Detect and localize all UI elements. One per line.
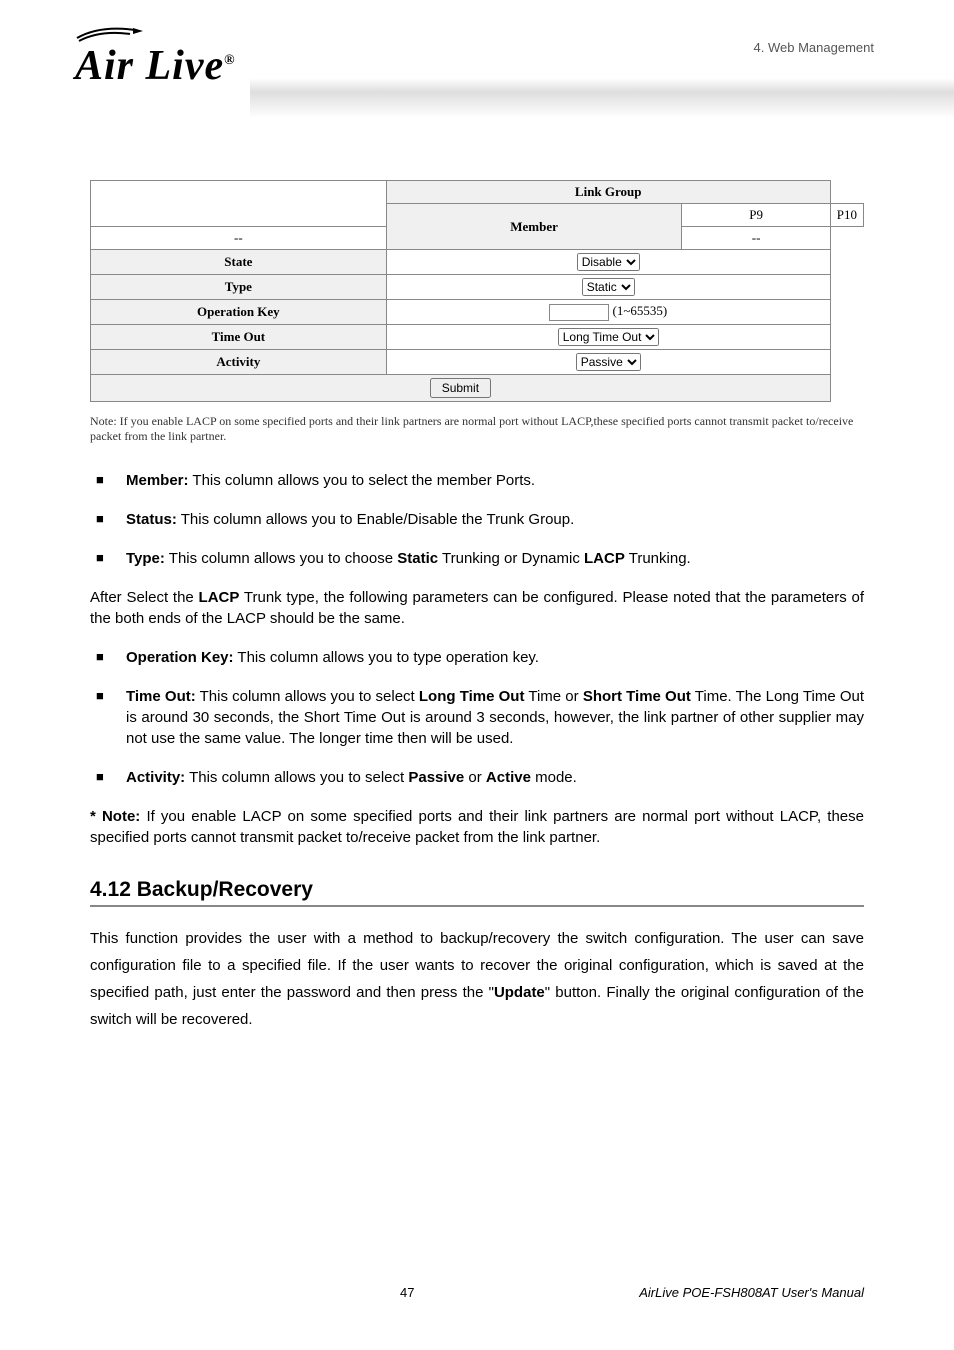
timeout-label: Time Out	[91, 324, 387, 349]
timeout-bullet: Time Out: This column allows you to sele…	[90, 686, 864, 749]
opkey-bullet: Operation Key: This column allows you to…	[90, 647, 864, 668]
type-bullet: Type: This column allows you to choose S…	[90, 548, 864, 569]
type-select[interactable]: Static	[582, 278, 635, 296]
submit-button[interactable]: Submit	[430, 378, 491, 398]
opkey-label: Operation Key	[91, 300, 387, 325]
page-number: 47	[400, 1285, 414, 1300]
state-select[interactable]: Disable	[577, 253, 640, 271]
note2: * Note: If you enable LACP on some speci…	[90, 806, 864, 848]
manual-title: AirLive POE-FSH808AT User's Manual	[639, 1285, 864, 1300]
logo: Air Live®	[75, 20, 236, 90]
p10-value: --	[682, 227, 830, 250]
section-heading: 4.12 Backup/Recovery	[90, 878, 864, 907]
activity-label: Activity	[91, 349, 387, 374]
logo-text: Air Live®	[75, 42, 236, 90]
page-footer: 47 AirLive POE-FSH808AT User's Manual	[0, 1285, 954, 1300]
logo-swoosh-icon	[75, 20, 145, 42]
p9-header: P9	[682, 204, 830, 227]
lacp-note: Note: If you enable LACP on some specifi…	[90, 414, 864, 445]
page-content: Link Group Member P9 P10 -- -- State Dis…	[0, 180, 954, 1033]
section-body: This function provides the user with a m…	[90, 925, 864, 1033]
definition-list-1: Member: This column allows you to select…	[90, 470, 864, 569]
opkey-range: (1~65535)	[613, 303, 668, 318]
header-divider	[250, 78, 954, 118]
member-label: Member	[386, 204, 682, 250]
status-bullet: Status: This column allows you to Enable…	[90, 509, 864, 530]
member-bullet: Member: This column allows you to select…	[90, 470, 864, 491]
timeout-select[interactable]: Long Time Out	[558, 328, 659, 346]
link-group-header: Link Group	[386, 181, 830, 204]
opkey-input[interactable]	[549, 304, 609, 321]
type-label: Type	[91, 275, 387, 300]
definition-list-2: Operation Key: This column allows you to…	[90, 647, 864, 788]
chapter-label: 4. Web Management	[754, 40, 874, 55]
state-label: State	[91, 250, 387, 275]
p10-header: P10	[830, 204, 863, 227]
lacp-para: After Select the LACP Trunk type, the fo…	[90, 587, 864, 629]
link-group-table: Link Group Member P9 P10 -- -- State Dis…	[90, 180, 864, 402]
activity-bullet: Activity: This column allows you to sele…	[90, 767, 864, 788]
page-header: Air Live® 4. Web Management	[0, 0, 954, 120]
p9-value: --	[91, 227, 387, 250]
activity-select[interactable]: Passive	[576, 353, 641, 371]
